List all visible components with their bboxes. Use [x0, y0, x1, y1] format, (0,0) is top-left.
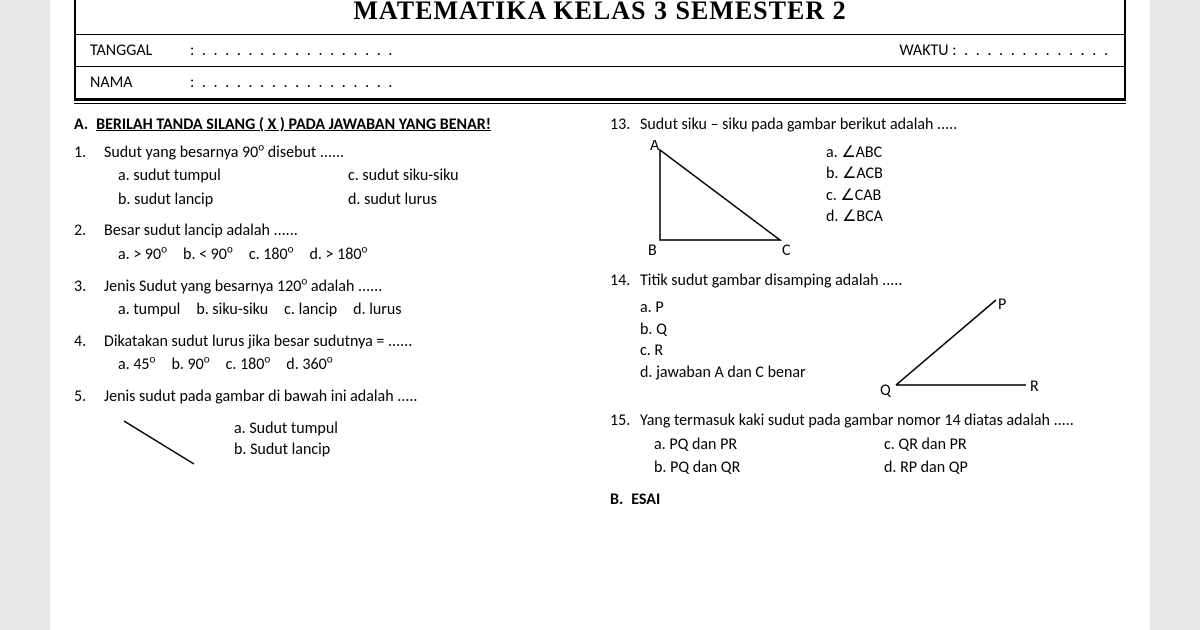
tanggal-label: TANGGAL	[90, 41, 190, 60]
q14-label-P: P	[998, 295, 1006, 314]
double-rule	[74, 100, 1126, 104]
q3-opt-a: a. tumpul	[118, 299, 180, 321]
q5-num: 5.	[74, 386, 96, 466]
q4-opt-c: c. 180o	[226, 354, 271, 376]
q2-text: Besar sudut lancip adalah ......	[104, 221, 298, 240]
q5-opt-b: b. Sudut lancip	[234, 439, 338, 461]
q13-opt-c: c. ∠CAB	[826, 185, 1126, 207]
q4-opt-b: b. 90o	[171, 354, 209, 376]
waktu-fill: : . . . . . . . . . . . . .	[952, 41, 1110, 60]
meta-row-2: NAMA : . . . . . . . . . . . . . . . . .	[76, 66, 1124, 98]
nama-label: NAMA	[90, 73, 190, 92]
q14-label-R: R	[1030, 377, 1039, 396]
q15-opt-d: d. RP dan QP	[884, 457, 1126, 479]
meta-row-1: TANGGAL : . . . . . . . . . . . . . . . …	[76, 34, 1124, 66]
question-15: 15. Yang termasuk kaki sudut pada gambar…	[610, 410, 1126, 479]
section-b-text: ESAI	[631, 489, 660, 511]
tanggal-fill: : . . . . . . . . . . . . . . . . .	[190, 41, 394, 60]
q1-opt-b: b. sudut lancip	[118, 189, 328, 211]
q2-num: 2.	[74, 220, 96, 265]
q14-opt-a: a. P	[640, 297, 860, 319]
q1-text: Sudut yang besarnya 90o disebut ......	[104, 143, 344, 162]
q2-opt-d: d. > 180o	[309, 244, 367, 266]
q13-text: Sudut siku – siku pada gambar berikut ad…	[640, 115, 957, 134]
q3-text: Jenis Sudut yang besarnya 120o adalah ..…	[104, 277, 382, 296]
q4-opt-d: d. 360o	[286, 354, 332, 376]
q14-label-Q: Q	[880, 381, 892, 400]
q13-num: 13.	[610, 114, 632, 260]
question-14: 14. Titik sudut gambar disamping adalah …	[610, 270, 1126, 401]
nama-field: NAMA : . . . . . . . . . . . . . . . . .	[90, 73, 394, 92]
q15-opt-b: b. PQ dan QR	[654, 457, 864, 479]
q3-num: 3.	[74, 276, 96, 321]
q15-options: a. PQ dan PR c. QR dan PR b. PQ dan QR d…	[640, 434, 1126, 479]
q3-opt-d: d. lurus	[353, 299, 401, 321]
tanggal-field: TANGGAL : . . . . . . . . . . . . . . . …	[90, 41, 394, 60]
q5-text: Jenis sudut pada gambar di bawah ini ada…	[104, 387, 417, 406]
q13-opt-b: b. ∠ACB	[826, 163, 1126, 185]
worksheet-page: MATEMATIKA KELAS 3 SEMESTER 2 TANGGAL : …	[50, 0, 1150, 630]
q3-options: a. tumpul b. siku-siku c. lancip d. luru…	[104, 299, 590, 321]
waktu-label: WAKTU	[899, 41, 948, 60]
q13-label-A: A	[650, 140, 660, 155]
q14-figure: P Q R	[876, 295, 1126, 400]
section-b-heading: B. ESAI	[610, 489, 1126, 511]
q2-options: a. > 90o b. < 90o c. 180o d. > 180o	[104, 244, 590, 266]
section-a-text: BERILAH TANDA SILANG ( X ) PADA JAWABAN …	[96, 114, 491, 136]
q15-opt-c: c. QR dan PR	[884, 434, 1126, 456]
q1-opt-a: a. sudut tumpul	[118, 165, 328, 187]
q13-options: a. ∠ABC b. ∠ACB c. ∠CAB d. ∠BCA	[826, 142, 1126, 228]
question-2: 2. Besar sudut lancip adalah ...... a. >…	[74, 220, 590, 265]
q3-opt-c: c. lancip	[284, 299, 337, 321]
q13-figure: A B C	[640, 140, 810, 260]
question-4: 4. Dikatakan sudut lurus jika besar sudu…	[74, 331, 590, 376]
q4-num: 4.	[74, 331, 96, 376]
worksheet-title: MATEMATIKA KELAS 3 SEMESTER 2	[76, 0, 1124, 34]
q2-opt-c: c. 180o	[249, 244, 294, 266]
q4-opt-a: a. 45o	[118, 354, 155, 376]
q3-opt-b: b. siku-siku	[196, 299, 268, 321]
q13-opt-d: d. ∠BCA	[826, 206, 1126, 228]
question-1: 1. Sudut yang besarnya 90o disebut .....…	[74, 142, 590, 211]
q14-options: a. P b. Q c. R d. jawaban A dan C benar	[640, 297, 860, 383]
question-5: 5. Jenis sudut pada gambar di bawah ini …	[74, 386, 590, 466]
right-column: 13. Sudut siku – siku pada gambar beriku…	[610, 114, 1126, 517]
left-column: A. BERILAH TANDA SILANG ( X ) PADA JAWAB…	[74, 114, 590, 517]
q1-opt-c: c. sudut siku-siku	[348, 165, 590, 187]
section-a-label: A.	[74, 114, 88, 136]
q2-opt-b: b. < 90o	[183, 244, 233, 266]
q14-opt-d: d. jawaban A dan C benar	[640, 362, 860, 384]
q1-opt-d: d. sudut lurus	[348, 189, 590, 211]
q15-opt-a: a. PQ dan PR	[654, 434, 864, 456]
header-box: MATEMATIKA KELAS 3 SEMESTER 2 TANGGAL : …	[74, 0, 1126, 100]
question-3: 3. Jenis Sudut yang besarnya 120o adalah…	[74, 276, 590, 321]
q14-opt-c: c. R	[640, 340, 860, 362]
section-b-label: B.	[610, 489, 623, 511]
q14-text: Titik sudut gambar disamping adalah ....…	[640, 271, 902, 290]
section-a-heading: A. BERILAH TANDA SILANG ( X ) PADA JAWAB…	[74, 114, 590, 136]
q15-num: 15.	[610, 410, 632, 479]
q4-options: a. 45o b. 90o c. 180o d. 360o	[104, 354, 590, 376]
q15-text: Yang termasuk kaki sudut pada gambar nom…	[640, 411, 1074, 430]
q13-label-B: B	[648, 241, 657, 260]
q1-num: 1.	[74, 142, 96, 211]
q14-num: 14.	[610, 270, 632, 401]
question-13: 13. Sudut siku – siku pada gambar beriku…	[610, 114, 1126, 260]
q4-text: Dikatakan sudut lurus jika besar sudutny…	[104, 332, 412, 351]
q13-label-C: C	[782, 241, 791, 260]
q13-opt-a: a. ∠ABC	[826, 142, 1126, 164]
q5-angle-figure	[104, 416, 214, 466]
q1-options: a. sudut tumpul c. sudut siku-siku b. su…	[104, 165, 590, 210]
q5-opt-a: a. Sudut tumpul	[234, 418, 338, 440]
q14-opt-b: b. Q	[640, 319, 860, 341]
waktu-field: WAKTU : . . . . . . . . . . . . .	[899, 41, 1110, 60]
q5-options: a. Sudut tumpul b. Sudut lancip	[234, 418, 338, 466]
nama-fill: : . . . . . . . . . . . . . . . . .	[190, 73, 394, 92]
content-columns: A. BERILAH TANDA SILANG ( X ) PADA JAWAB…	[74, 114, 1126, 517]
q2-opt-a: a. > 90o	[118, 244, 167, 266]
